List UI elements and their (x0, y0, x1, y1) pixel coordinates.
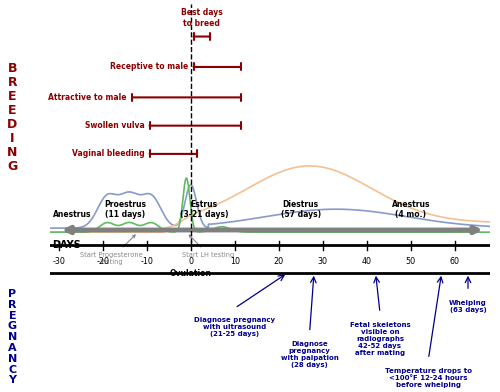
Text: Fetal skeletons
visible on
radiographs
42-52 days
after mating: Fetal skeletons visible on radiographs 4… (350, 321, 410, 356)
Text: Swollen vulva: Swollen vulva (85, 121, 144, 130)
Text: 50: 50 (406, 257, 416, 266)
Text: Diestrus
(57 days): Diestrus (57 days) (280, 200, 321, 219)
Text: Ovulation: Ovulation (170, 269, 212, 278)
Text: -20: -20 (96, 257, 110, 266)
Text: Whelping
(63 days): Whelping (63 days) (449, 299, 487, 313)
Text: 30: 30 (318, 257, 328, 266)
Text: Attractive to male: Attractive to male (48, 93, 127, 102)
Text: Start Progesterone
Testing: Start Progesterone Testing (80, 235, 143, 265)
Text: Proestrus
(11 days): Proestrus (11 days) (104, 200, 146, 219)
Text: -30: -30 (52, 257, 65, 266)
Text: Diagnose
pregnancy
with palpation
(28 days): Diagnose pregnancy with palpation (28 da… (280, 341, 338, 368)
Text: Start LH testing: Start LH testing (182, 235, 234, 258)
Text: Receptive to male: Receptive to male (110, 62, 188, 71)
Text: DAYS: DAYS (52, 240, 81, 250)
Text: Vaginal bleeding: Vaginal bleeding (72, 149, 144, 158)
Text: B
R
E
E
D
I
N
G: B R E E D I N G (8, 62, 18, 173)
Text: Anestrus: Anestrus (53, 210, 91, 219)
Text: P
R
E
G
N
A
N
C
Y: P R E G N A N C Y (8, 289, 17, 385)
Text: 40: 40 (362, 257, 372, 266)
Text: 60: 60 (450, 257, 460, 266)
Text: Anestrus
(4 mo.): Anestrus (4 mo.) (392, 200, 430, 219)
Text: Diagnose pregnancy
with ultrasound
(21-25 days): Diagnose pregnancy with ultrasound (21-2… (194, 317, 276, 337)
Text: Estrus
(3-21 days): Estrus (3-21 days) (180, 200, 228, 219)
Text: 10: 10 (230, 257, 240, 266)
Text: 0: 0 (188, 257, 194, 266)
Text: 20: 20 (274, 257, 284, 266)
Text: -10: -10 (140, 257, 153, 266)
Text: Temperature drops to
<100°F 12-24 hours
before whelping: Temperature drops to <100°F 12-24 hours … (385, 368, 472, 388)
Text: Best days
to breed: Best days to breed (181, 9, 222, 28)
